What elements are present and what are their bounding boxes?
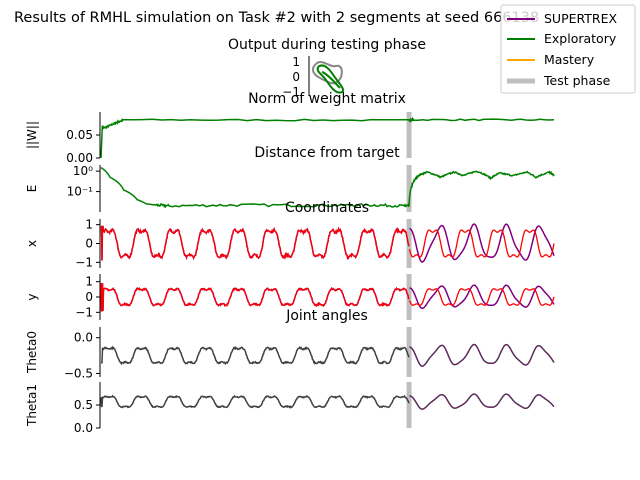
- panel-output-exploratory-curve: [316, 64, 344, 94]
- panel-4-ytick-1: 0: [85, 290, 93, 304]
- panel-5-ylabel: Theta0: [25, 331, 39, 374]
- panel-4-series-supertrex-train: [100, 283, 410, 312]
- panel-4-series-target-train: [100, 283, 410, 312]
- panel-5-title: Joint angles: [285, 308, 368, 324]
- panel-1-ytick-0: 0.05: [66, 128, 93, 142]
- panel-1: Norm of weight matrix ||W|| 0.05 0.00: [25, 91, 555, 165]
- panel-4: y 10−1: [25, 274, 555, 320]
- panel-5-series-supertrex-test: [409, 343, 555, 367]
- panel-2-series-exploratory: [100, 166, 555, 209]
- panel-6: Theta1 0.5 0.0: [25, 382, 555, 435]
- panel-4-series-target-test: [408, 288, 555, 306]
- panel-output: Output during testing phase 1 0 −1: [228, 37, 426, 99]
- legend-box: [500, 4, 636, 94]
- panel-3-series-target-train: [100, 225, 410, 261]
- legend-label-exploratory: Exploratory: [544, 31, 617, 46]
- panel-6-series-supertrex-test: [409, 393, 555, 410]
- panel-1-series-exploratory: [100, 116, 555, 158]
- panel-5-ytick-1: −0.5: [64, 366, 93, 380]
- panel-output-ytick-1: 0: [292, 70, 300, 84]
- panel-6-ylabel: Theta1: [25, 384, 39, 427]
- panel-3-ytick-0: 1: [85, 218, 93, 232]
- figure-title: Results of RMHL simulation on Task #2 wi…: [14, 10, 539, 26]
- panel-3-ytick-1: 0: [85, 237, 93, 251]
- panel-output-ytick-2: −1: [282, 85, 300, 99]
- panel-5: Joint angles Theta0 0.0 −0.5: [25, 308, 555, 380]
- panel-3-series-supertrex-test: [409, 223, 555, 263]
- panel-3-title: Coordinates: [285, 200, 369, 216]
- panel-2-ytick-1: 10⁻¹: [67, 185, 94, 199]
- panel-2-ytick-0: 10⁰: [73, 164, 93, 178]
- panel-3-ylabel: x: [25, 240, 39, 247]
- panel-output-ytick-0: 1: [292, 55, 300, 69]
- panel-5-ytick-0: 0.0: [74, 331, 93, 345]
- panel-5-series-training: [101, 345, 410, 366]
- panel-4-series-supertrex-test: [409, 284, 555, 310]
- panel-1-title: Norm of weight matrix: [248, 91, 406, 107]
- legend: SUPERTREX Exploratory Mastery Test phase: [500, 4, 636, 94]
- panel-2: Distance from target E 10⁰ 10⁻¹: [25, 145, 555, 212]
- panel-3: Coordinates x 1 0 −1: [25, 200, 555, 269]
- legend-label-test-phase: Test phase: [543, 73, 611, 88]
- panel-6-ytick-1: 0.0: [74, 421, 93, 435]
- panel-2-title: Distance from target: [254, 145, 400, 161]
- panel-6-series-training: [100, 394, 410, 409]
- panel-4-ylabel: y: [25, 293, 39, 300]
- legend-label-supertrex: SUPERTREX: [544, 11, 618, 26]
- panel-3-ytick-2: −1: [75, 255, 93, 269]
- legend-label-mastery: Mastery: [544, 52, 595, 67]
- panel-4-ytick-0: 1: [85, 275, 93, 289]
- panel-output-title: Output during testing phase: [228, 37, 426, 53]
- panel-6-ytick-0: 0.5: [74, 398, 93, 412]
- panel-1-ytick-1: 0.00: [66, 151, 93, 165]
- panel-4-ytick-2: −1: [75, 305, 93, 319]
- panel-3-series-target-test: [408, 229, 555, 258]
- panel-2-ylabel: E: [25, 185, 39, 193]
- panel-1-ylabel: ||W||: [25, 121, 39, 149]
